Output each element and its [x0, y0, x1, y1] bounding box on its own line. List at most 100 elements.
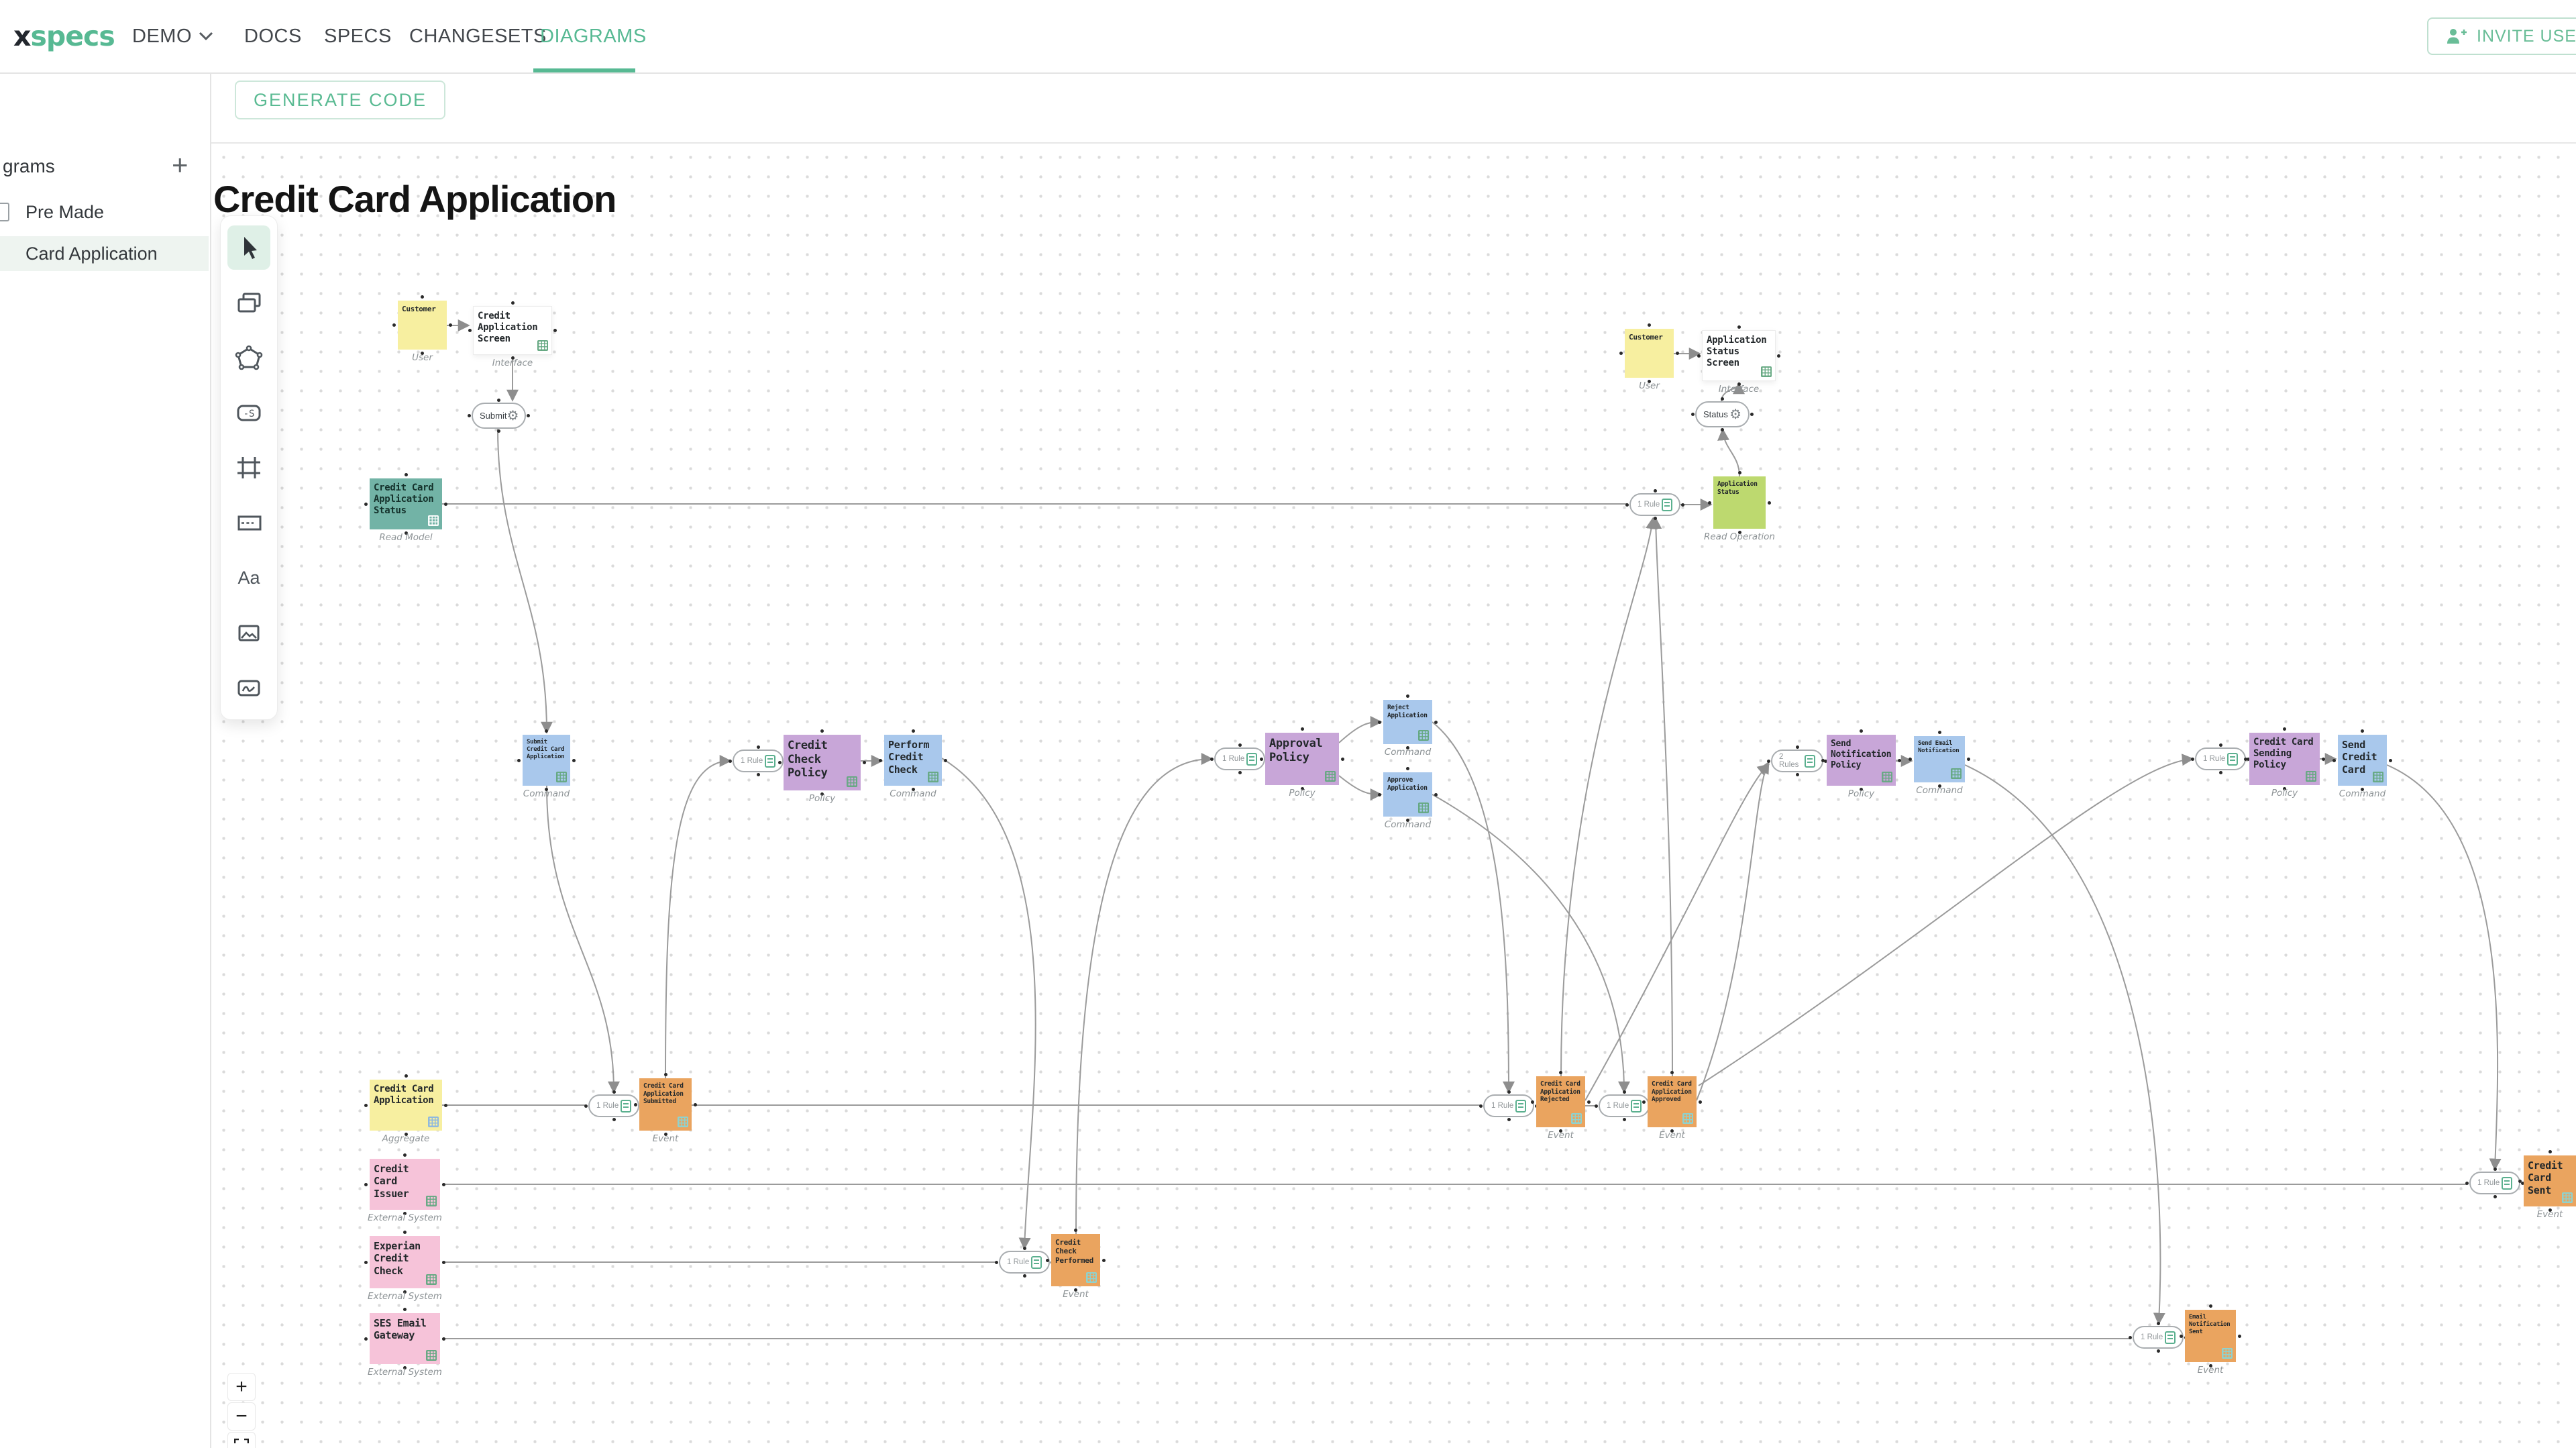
connection-handle[interactable] — [1648, 323, 1651, 327]
connection-handle[interactable] — [2156, 1349, 2160, 1353]
connection-handle[interactable] — [1507, 1118, 1511, 1121]
connection-handle[interactable] — [572, 758, 576, 762]
node-rule-check-performed[interactable]: 1 Rule — [995, 1247, 1054, 1278]
connection-handle[interactable] — [820, 792, 824, 796]
connection-handle[interactable] — [1046, 1258, 1049, 1262]
tool-draw[interactable] — [221, 660, 277, 715]
node-credit-card-sent[interactable]: Credit Card Sent — [2518, 1150, 2576, 1212]
node-credit-card-application-status[interactable]: Credit Card Application Status — [364, 473, 447, 535]
connection-handle[interactable] — [468, 414, 471, 417]
node-credit-card-application-submitted[interactable]: Credit Card Application Submitted — [634, 1073, 697, 1136]
connection-handle[interactable] — [364, 1337, 368, 1341]
node-send-credit-card[interactable]: Send Credit Card — [2332, 729, 2392, 791]
connection-handle[interactable] — [1559, 1129, 1562, 1133]
connection-handle[interactable] — [756, 745, 760, 749]
connection-handle[interactable] — [1699, 1100, 1702, 1104]
connection-handle[interactable] — [517, 758, 521, 762]
connection-handle[interactable] — [1795, 745, 1799, 749]
connection-handle[interactable] — [403, 1308, 407, 1311]
connection-handle[interactable] — [1238, 771, 1242, 774]
node-experian-credit-check[interactable]: Experian Credit Check — [364, 1231, 445, 1294]
connection-handle[interactable] — [1300, 727, 1304, 731]
connection-handle[interactable] — [1406, 819, 1409, 822]
connection-handle[interactable] — [1860, 729, 1863, 733]
connection-handle[interactable] — [944, 758, 947, 762]
connection-handle[interactable] — [612, 1090, 616, 1094]
node-rule-cc-sending[interactable]: 1 Rule — [2191, 743, 2250, 774]
connection-handle[interactable] — [820, 729, 824, 733]
connection-handle[interactable] — [1406, 694, 1409, 698]
connection-handle[interactable] — [442, 1260, 445, 1264]
sidebar-item-pre-made[interactable]: Pre Made — [0, 195, 209, 229]
node-approval-policy[interactable]: Approval Policy — [1260, 727, 1344, 790]
connection-handle[interactable] — [2283, 787, 2286, 790]
connection-handle[interactable] — [364, 1182, 368, 1186]
connection-handle[interactable] — [1531, 1100, 1534, 1104]
connection-handle[interactable] — [1795, 773, 1799, 776]
connection-handle[interactable] — [421, 295, 424, 299]
connection-handle[interactable] — [404, 531, 408, 535]
connection-handle[interactable] — [449, 323, 452, 327]
node-rule-rejected[interactable]: 1 Rule — [1479, 1090, 1538, 1121]
connection-handle[interactable] — [634, 1102, 637, 1106]
node-credit-application-screen[interactable]: Credit Application Screen — [468, 301, 557, 360]
connection-handle[interactable] — [444, 1103, 447, 1107]
node-rule-credit-check[interactable]: 1 Rule — [729, 745, 788, 776]
node-email-notification-sent[interactable]: Email Notification Sent — [2180, 1304, 2241, 1367]
connection-handle[interactable] — [364, 1103, 368, 1107]
node-reject-application[interactable]: Reject Application — [1378, 694, 1438, 749]
tool-select[interactable] — [221, 220, 277, 275]
connection-handle[interactable] — [1434, 792, 1438, 796]
node-approve-application[interactable]: Approve Application — [1378, 767, 1438, 822]
connection-handle[interactable] — [2208, 1364, 2212, 1367]
connection-handle[interactable] — [1406, 746, 1409, 749]
connection-handle[interactable] — [2283, 727, 2286, 731]
nav-item-changesets[interactable]: CHANGESETS — [409, 25, 547, 47]
connection-handle[interactable] — [663, 1133, 667, 1136]
tool-swimlane[interactable] — [221, 495, 277, 550]
connection-handle[interactable] — [1821, 758, 1825, 762]
connection-handle[interactable] — [2521, 1181, 2524, 1185]
tool-node-graph[interactable] — [221, 330, 277, 385]
connection-handle[interactable] — [1676, 352, 1679, 355]
node-application-status-screen[interactable]: Application Status Screen — [1697, 325, 1780, 386]
nav-item-diagrams[interactable]: DIAGRAMS — [540, 25, 647, 47]
node-credit-card-application-approved[interactable]: Credit Card Application Approved — [1642, 1071, 1702, 1133]
node-credit-check-performed[interactable]: Credit Check Performed — [1046, 1229, 1106, 1292]
connection-handle[interactable] — [2180, 1334, 2183, 1338]
connection-handle[interactable] — [2389, 758, 2392, 762]
node-rule-email-sent[interactable]: 1 Rule — [2129, 1322, 2188, 1353]
connection-handle[interactable] — [442, 1337, 445, 1341]
connection-handle[interactable] — [1750, 413, 1754, 416]
connection-handle[interactable] — [403, 1153, 407, 1157]
connection-handle[interactable] — [1708, 501, 1711, 505]
connection-handle[interactable] — [2465, 1181, 2469, 1185]
node-rule-approved[interactable]: 1 Rule — [1595, 1090, 1654, 1121]
connection-handle[interactable] — [879, 758, 882, 762]
node-credit-card-issuer[interactable]: Credit Card Issuer — [364, 1153, 445, 1215]
connection-handle[interactable] — [1341, 757, 1344, 761]
tool-slash-command[interactable]: -S — [221, 385, 277, 440]
node-rules-send-notification[interactable]: 2 Rules — [1767, 745, 1827, 776]
node-rule-status[interactable]: 1 Rule — [1625, 489, 1684, 520]
connection-handle[interactable] — [1074, 1288, 1077, 1292]
connection-handle[interactable] — [2247, 757, 2250, 761]
connection-handle[interactable] — [778, 761, 782, 764]
connection-handle[interactable] — [1648, 380, 1651, 383]
connection-handle[interactable] — [1238, 743, 1242, 747]
connection-handle[interactable] — [511, 356, 515, 360]
fit-view-button[interactable] — [227, 1432, 256, 1448]
connection-handle[interactable] — [1767, 759, 1770, 763]
connection-handle[interactable] — [1625, 503, 1629, 507]
connection-handle[interactable] — [2332, 758, 2336, 762]
connection-handle[interactable] — [1737, 471, 1741, 474]
connection-handle[interactable] — [1768, 501, 1771, 505]
tool-sticky-note[interactable] — [221, 275, 277, 330]
connection-handle[interactable] — [1595, 1104, 1598, 1108]
connection-handle[interactable] — [1210, 757, 1214, 761]
connection-handle[interactable] — [2548, 1208, 2552, 1212]
connection-handle[interactable] — [403, 1366, 407, 1369]
connection-handle[interactable] — [468, 329, 472, 332]
node-submit-credit-card-application[interactable]: Submit Credit Card Application — [517, 729, 576, 791]
node-ses-email-gateway[interactable]: SES Email Gateway — [364, 1308, 445, 1369]
